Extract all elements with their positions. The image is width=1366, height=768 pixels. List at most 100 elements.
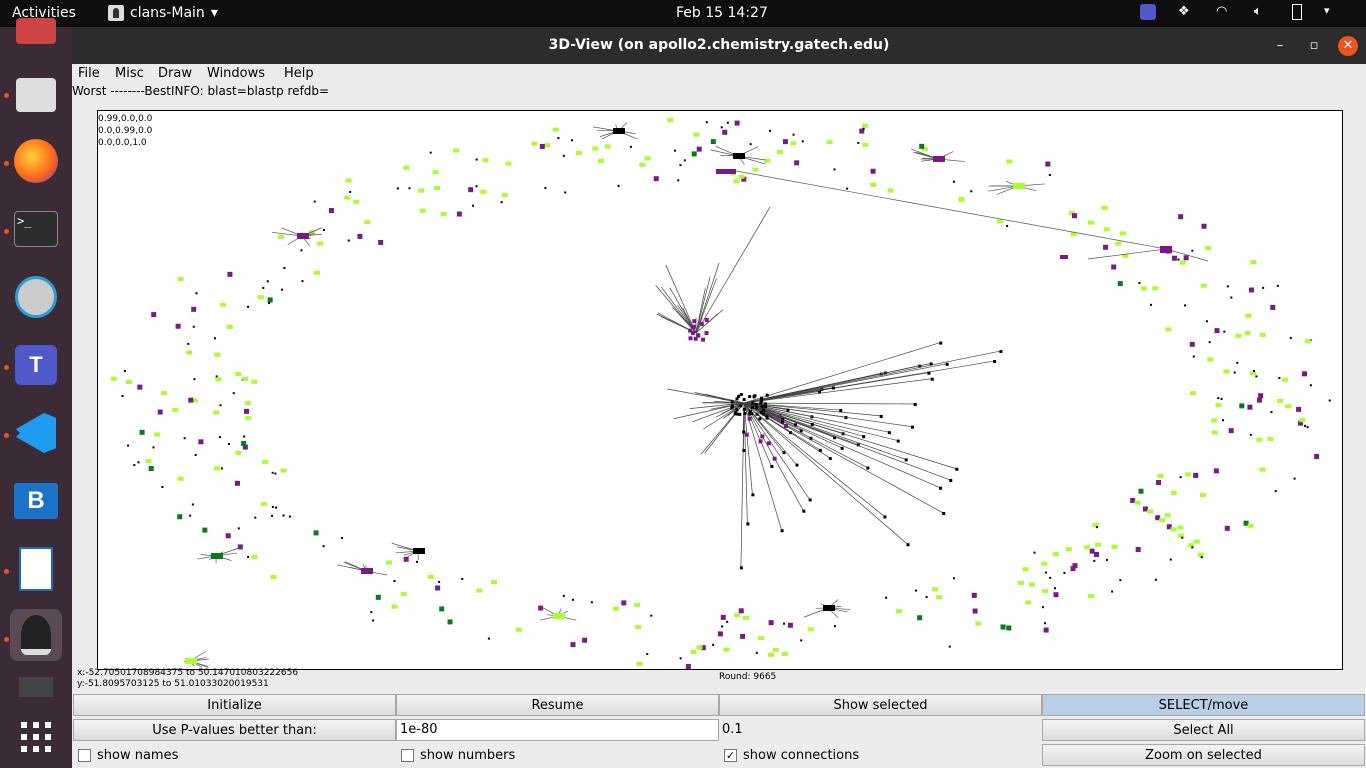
graph-node[interactable] bbox=[328, 208, 334, 214]
graph-node[interactable] bbox=[1255, 375, 1258, 378]
graph-node[interactable] bbox=[839, 409, 843, 413]
graph-node[interactable] bbox=[1068, 211, 1075, 216]
teams-icon[interactable]: T bbox=[10, 339, 62, 391]
graph-node[interactable] bbox=[741, 176, 747, 182]
graph-node[interactable] bbox=[1250, 260, 1257, 265]
graph-node[interactable] bbox=[810, 423, 814, 427]
graph-node[interactable] bbox=[1201, 223, 1207, 229]
graph-node[interactable] bbox=[218, 436, 221, 439]
window-titlebar[interactable]: 3D-View (on apollo2.chemistry.gatech.edu… bbox=[72, 27, 1366, 64]
graph-node[interactable] bbox=[1304, 339, 1311, 344]
graph-node[interactable] bbox=[1190, 391, 1197, 396]
graph-node[interactable] bbox=[242, 444, 248, 450]
graph-node[interactable] bbox=[786, 408, 790, 412]
graph-node[interactable] bbox=[748, 409, 752, 413]
graph-node[interactable] bbox=[650, 614, 653, 617]
graph-node[interactable] bbox=[137, 384, 143, 390]
graph-node[interactable] bbox=[341, 536, 344, 539]
graph-node[interactable] bbox=[403, 556, 409, 562]
graph-node[interactable] bbox=[870, 168, 876, 174]
graph-node[interactable] bbox=[772, 456, 777, 461]
graph-node[interactable] bbox=[739, 393, 743, 397]
graph-node[interactable] bbox=[1189, 341, 1195, 347]
graph-node[interactable] bbox=[617, 184, 620, 187]
graph-node[interactable] bbox=[833, 625, 836, 628]
graph-node[interactable] bbox=[921, 147, 928, 152]
graph-node[interactable] bbox=[137, 461, 140, 464]
graph-node[interactable] bbox=[1197, 552, 1204, 557]
graph-node[interactable] bbox=[244, 401, 251, 406]
graph-node[interactable] bbox=[1221, 419, 1224, 422]
graph-node[interactable] bbox=[677, 179, 680, 182]
graph-node[interactable] bbox=[1247, 404, 1253, 410]
graph-node[interactable] bbox=[1140, 286, 1147, 291]
writer-document-icon[interactable] bbox=[10, 543, 62, 595]
select-all-button[interactable]: Select All bbox=[1042, 719, 1365, 741]
graph-node[interactable] bbox=[191, 306, 197, 312]
graph-node[interactable] bbox=[780, 420, 784, 424]
graph-node[interactable] bbox=[192, 325, 195, 328]
graph-node[interactable] bbox=[629, 145, 632, 148]
graph-node[interactable] bbox=[1179, 476, 1182, 479]
use-pvalues-button[interactable]: Use P-values better than: bbox=[73, 719, 396, 741]
graph-node[interactable] bbox=[345, 178, 352, 183]
graph-node[interactable] bbox=[1157, 473, 1164, 478]
graph-node[interactable] bbox=[1205, 246, 1212, 251]
graph-node[interactable] bbox=[1223, 369, 1230, 374]
graph-node[interactable] bbox=[738, 174, 745, 179]
graph-node[interactable] bbox=[1065, 547, 1072, 552]
graph-node[interactable] bbox=[1172, 255, 1178, 261]
graph-node[interactable] bbox=[799, 429, 803, 433]
graph-node[interactable] bbox=[1045, 571, 1048, 574]
graph-node[interactable] bbox=[783, 622, 786, 625]
graph-node[interactable] bbox=[1213, 468, 1219, 474]
graph-node[interactable] bbox=[690, 331, 695, 336]
graph-node[interactable] bbox=[1006, 625, 1012, 631]
graph-node[interactable] bbox=[154, 432, 161, 437]
graph-node[interactable] bbox=[151, 312, 157, 318]
graph-node[interactable] bbox=[701, 337, 706, 342]
graph-node[interactable] bbox=[700, 645, 706, 651]
graph-node[interactable] bbox=[461, 577, 464, 580]
graph-node[interactable] bbox=[691, 151, 697, 157]
graph-node[interactable] bbox=[1205, 320, 1208, 323]
graph-node[interactable] bbox=[1179, 260, 1186, 265]
graph-node[interactable] bbox=[914, 589, 917, 592]
pvalue-input[interactable]: 1e-80 bbox=[396, 719, 719, 741]
graph-node[interactable] bbox=[187, 342, 190, 345]
graph-node[interactable] bbox=[776, 150, 783, 155]
graph-node[interactable] bbox=[1249, 433, 1252, 436]
graph-node[interactable] bbox=[743, 615, 750, 620]
graph-node[interactable] bbox=[468, 187, 474, 193]
graph-node[interactable] bbox=[751, 401, 755, 405]
graph-node[interactable] bbox=[186, 350, 193, 355]
dropbox-icon[interactable]: ❖ bbox=[1178, 4, 1190, 19]
graph-node[interactable] bbox=[1149, 303, 1152, 306]
graph-node[interactable] bbox=[1247, 523, 1254, 528]
graph-node[interactable] bbox=[653, 176, 659, 182]
graph-node[interactable] bbox=[1248, 287, 1254, 293]
graph-node[interactable] bbox=[1262, 286, 1265, 289]
graph-node[interactable] bbox=[257, 295, 264, 300]
graph-node[interactable] bbox=[696, 333, 701, 338]
graph-node[interactable] bbox=[862, 435, 866, 439]
graph-node[interactable] bbox=[1267, 436, 1274, 441]
graph-node[interactable] bbox=[121, 394, 124, 397]
graph-node[interactable] bbox=[177, 476, 184, 481]
graph-node[interactable] bbox=[1006, 159, 1013, 164]
resume-button[interactable]: Resume bbox=[396, 694, 719, 716]
graph-node[interactable] bbox=[721, 625, 724, 628]
show-numbers-checkbox[interactable]: show numbers bbox=[401, 746, 515, 764]
graph-node[interactable] bbox=[177, 277, 184, 282]
graph-node[interactable] bbox=[242, 376, 249, 381]
graph-node[interactable] bbox=[726, 620, 729, 623]
graph-node[interactable] bbox=[1259, 332, 1266, 337]
graph-node[interactable] bbox=[826, 140, 833, 145]
graph-node[interactable] bbox=[1053, 587, 1056, 590]
graph-node[interactable] bbox=[971, 592, 977, 598]
graph-node[interactable] bbox=[1215, 403, 1222, 408]
graph-node[interactable] bbox=[1233, 371, 1236, 374]
graph-node[interactable] bbox=[213, 466, 220, 471]
graph-node[interactable] bbox=[1045, 161, 1051, 167]
graph-node[interactable] bbox=[1070, 231, 1077, 236]
